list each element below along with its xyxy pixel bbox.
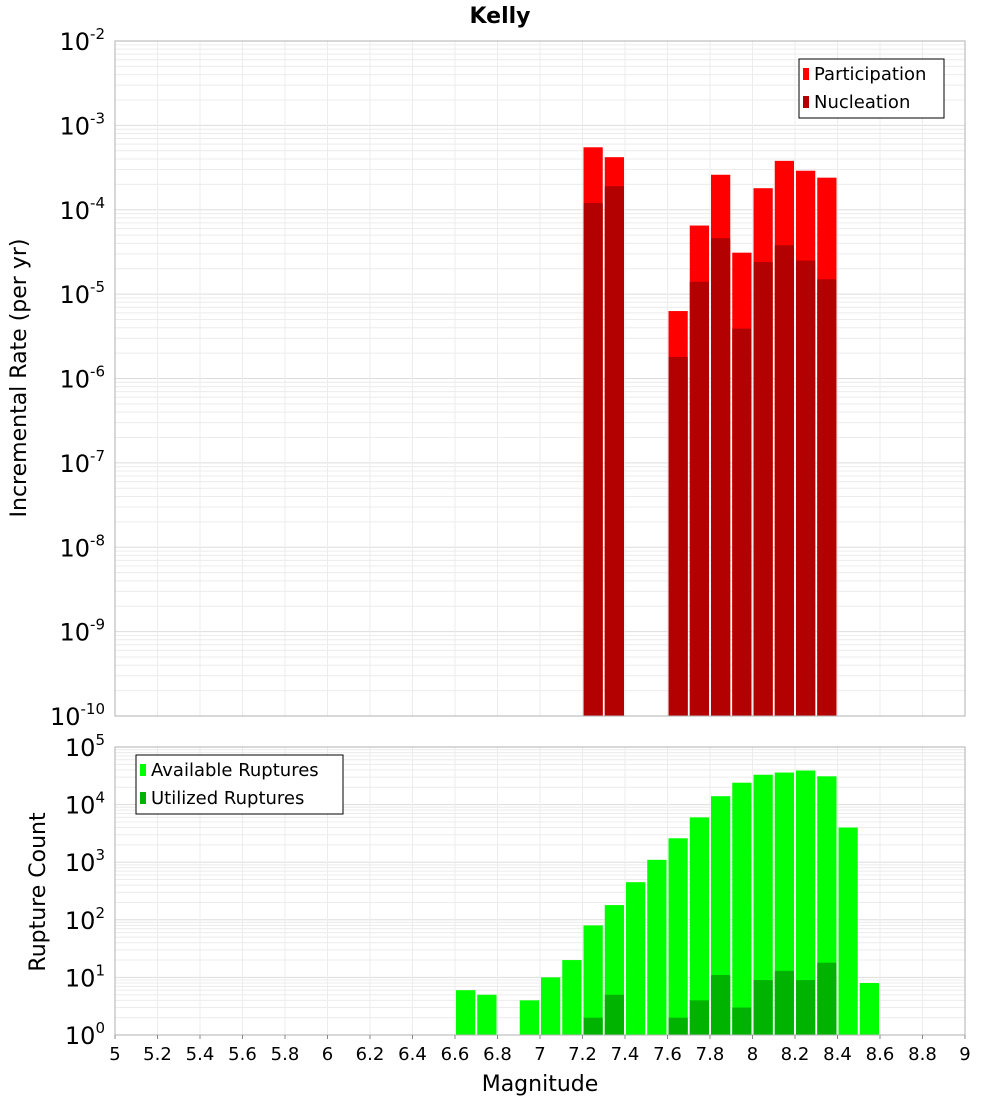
- y-tick-label: 10-10: [50, 700, 105, 731]
- bar-nucleation: [774, 245, 794, 717]
- bar-utilized: [774, 970, 794, 1035]
- bar-nucleation: [817, 279, 837, 716]
- y-tick-label: 10-7: [59, 447, 105, 478]
- bar-utilized: [583, 1017, 603, 1035]
- x-axis-label: Magnitude: [482, 1072, 599, 1097]
- y-tick-label: 10-6: [59, 363, 105, 394]
- bar-available: [689, 817, 709, 1035]
- bar-available: [541, 977, 561, 1035]
- bar-nucleation: [753, 262, 773, 716]
- rate-panel: 10-2 10-3 10-4 10-5 10-6 10-7 10-8 10-9 10-10 Par…: [50, 25, 966, 731]
- bar-nucleation: [668, 356, 688, 716]
- legend-swatch: [803, 68, 809, 80]
- x-tick-label: 8.2: [781, 1044, 810, 1065]
- y-tick-label: 104: [65, 789, 105, 820]
- x-tick-label: 7: [534, 1044, 545, 1065]
- x-tick-label: 8.8: [908, 1044, 937, 1065]
- bar-utilized: [753, 980, 773, 1035]
- bar-nucleation: [732, 328, 752, 716]
- y-tick-label: 103: [65, 846, 105, 877]
- bar-utilized: [604, 994, 624, 1035]
- y-tick-label: 10-5: [59, 278, 105, 309]
- legend-label: Available Ruptures: [151, 760, 319, 781]
- bar-available: [774, 772, 794, 1035]
- legend-swatch: [140, 764, 146, 776]
- y-tick-label: 10-9: [59, 616, 105, 647]
- bar-available: [456, 990, 476, 1035]
- bar-nucleation: [583, 203, 603, 716]
- x-tick-label: 5.2: [143, 1044, 172, 1065]
- bar-available: [583, 925, 603, 1035]
- x-tick-label: 5.6: [228, 1044, 257, 1065]
- bar-available: [796, 770, 816, 1035]
- x-tick-label: 9: [959, 1044, 970, 1065]
- bar-available: [477, 994, 497, 1035]
- x-tick-label: 7.6: [653, 1044, 682, 1065]
- bar-available: [519, 1000, 539, 1035]
- x-tick-label: 6.2: [356, 1044, 385, 1065]
- bar-available: [668, 838, 688, 1035]
- bar-utilized: [668, 1017, 688, 1035]
- bar-available: [732, 782, 752, 1035]
- legend-box: [798, 58, 945, 119]
- x-tick-label: 5.4: [186, 1044, 215, 1065]
- x-tick-label: 5: [109, 1044, 120, 1065]
- bar-utilized: [689, 1000, 709, 1035]
- bar-available: [838, 827, 858, 1035]
- x-tick-label: 7.8: [696, 1044, 725, 1065]
- plot-border: [114, 40, 966, 717]
- y-tick-label: 101: [65, 961, 105, 992]
- bar-utilized: [711, 975, 731, 1035]
- x-tick-label: 6.8: [483, 1044, 512, 1065]
- x-tick-label: 8: [747, 1044, 758, 1065]
- y-tick-label: 10-2: [59, 25, 105, 56]
- bar-nucleation: [796, 260, 816, 716]
- legend-label: Participation: [814, 64, 926, 85]
- x-tick-label: 8.4: [823, 1044, 852, 1065]
- bar-available: [753, 774, 773, 1035]
- count-y-axis-label: Rupture Count: [26, 812, 51, 972]
- x-tick-label: 8.6: [866, 1044, 895, 1065]
- x-tick-label: 7.4: [611, 1044, 640, 1065]
- chart-title: Kelly: [469, 4, 530, 29]
- x-tick-label: 5.8: [271, 1044, 300, 1065]
- y-tick-label: 10-4: [59, 194, 105, 225]
- bar-available: [859, 982, 879, 1035]
- bar-available: [626, 882, 646, 1035]
- x-tick-label: 6: [322, 1044, 333, 1065]
- y-tick-label: 105: [65, 731, 105, 762]
- y-tick-label: 100: [65, 1019, 105, 1050]
- legend-swatch: [803, 96, 809, 108]
- legend-label: Nucleation: [814, 92, 910, 113]
- x-tick-label: 6.4: [398, 1044, 427, 1065]
- legend-label: Utilized Ruptures: [151, 788, 304, 809]
- bar-utilized: [796, 980, 816, 1035]
- rate-y-axis-label: Incremental Rate (per yr): [7, 239, 32, 518]
- rupture-count-panel: 105 104 103 102 101 100 Available Ruptures Util…: [65, 731, 971, 1065]
- legend-box: [135, 754, 344, 815]
- y-tick-label: 102: [65, 904, 105, 935]
- bar-utilized: [817, 962, 837, 1035]
- bar-utilized: [732, 1007, 752, 1035]
- bar-nucleation: [604, 186, 624, 716]
- y-tick-label: 10-8: [59, 531, 105, 562]
- bar-available: [647, 859, 667, 1035]
- bar-available: [562, 960, 582, 1035]
- y-tick-label: 10-3: [59, 109, 105, 140]
- bar-nucleation: [689, 281, 709, 716]
- x-tick-label: 6.6: [441, 1044, 470, 1065]
- legend-swatch: [140, 792, 146, 804]
- bar-nucleation: [711, 238, 731, 716]
- x-tick-label: 7.2: [568, 1044, 597, 1065]
